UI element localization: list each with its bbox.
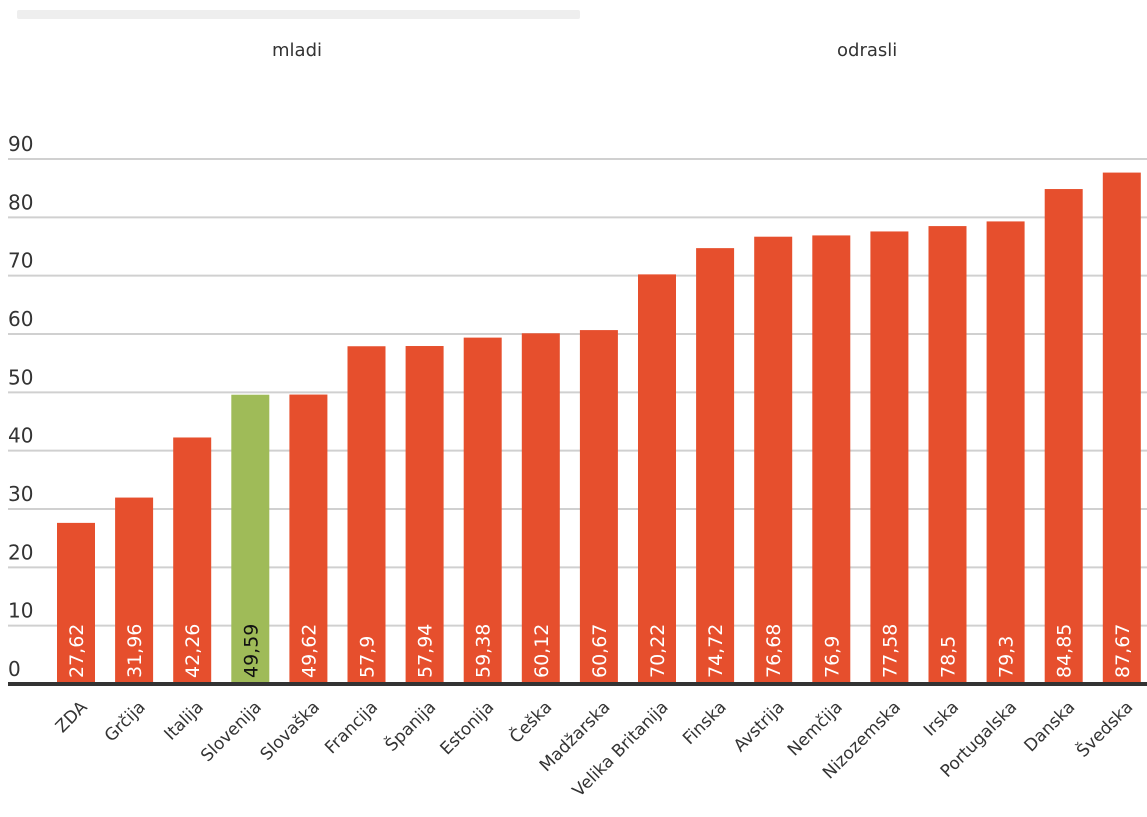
x-category-label: Češka [505, 696, 557, 748]
bar-item [521, 333, 560, 684]
bar-value-label: 27,62 [66, 624, 88, 678]
bar-value-label: 76,68 [763, 624, 785, 678]
bar-item [638, 274, 676, 684]
y-tick-label: 80 [8, 190, 33, 214]
bar-item [812, 235, 851, 684]
bar-value-label: 57,9 [357, 636, 379, 678]
bar-item [1044, 189, 1083, 684]
bar-item [928, 226, 967, 685]
x-category-label: Estonija [436, 697, 498, 759]
bar-item [463, 337, 502, 684]
y-tick-label: 70 [8, 249, 33, 273]
y-tick-label: 20 [8, 540, 33, 564]
tab-mladi[interactable]: mladi [272, 40, 322, 61]
bar-item [870, 231, 909, 684]
bar-value-label: 76,9 [821, 636, 843, 678]
bar-value-label: 59,38 [473, 624, 495, 678]
bar-item [754, 236, 793, 684]
x-category-label: Slovenija [197, 697, 266, 766]
bar-item [579, 330, 618, 684]
y-tick-label: 0 [8, 657, 21, 681]
bar-value-label: 78,5 [938, 636, 960, 678]
bar-item [289, 394, 328, 684]
x-category-label: Italija [161, 697, 208, 744]
bar-value-label: 60,12 [531, 624, 553, 678]
x-category-label: Grčija [101, 697, 150, 746]
x-category-label: Avstrija [730, 697, 789, 756]
y-tick-label: 30 [8, 482, 33, 506]
bar-item [986, 221, 1025, 684]
bar-value-label: 87,67 [1112, 624, 1134, 678]
bar-item [696, 248, 735, 684]
bar-item [115, 497, 154, 684]
bar-value-label: 49,62 [298, 624, 320, 678]
bar-value-label: 79,3 [996, 636, 1018, 678]
bar-value-label: 57,94 [415, 624, 437, 678]
toggle-bar [17, 10, 580, 19]
y-tick-label: 10 [8, 599, 33, 623]
x-category-label: Slovaška [257, 697, 324, 764]
bar-value-label: 49,59 [240, 624, 262, 678]
bar-value-label: 74,72 [705, 624, 727, 678]
tab-odrasli[interactable]: odrasli [837, 40, 898, 61]
x-category-label: ZDA [52, 697, 92, 737]
bar-value-label: 42,26 [182, 624, 204, 678]
bar-item [57, 522, 95, 684]
x-category-label: Irska [920, 697, 963, 740]
x-category-label: Španija [380, 696, 440, 756]
y-tick-label: 50 [8, 365, 33, 389]
y-tick-label: 60 [8, 307, 33, 331]
bar-item [173, 437, 212, 684]
bar-item [347, 346, 386, 684]
bar-highlight [231, 394, 270, 684]
bar-item [405, 346, 444, 684]
bar-value-label: 70,22 [647, 624, 669, 678]
bar-item [1102, 172, 1141, 684]
bar-value-label: 84,85 [1054, 624, 1076, 678]
bar-value-label: 60,67 [589, 624, 611, 678]
x-category-label: Francija [321, 697, 382, 758]
x-category-label: Finska [679, 697, 731, 749]
y-tick-label: 40 [8, 424, 33, 448]
x-category-label: Švedska [1072, 696, 1138, 762]
bar-value-label: 77,58 [879, 624, 901, 678]
y-tick-label: 90 [8, 132, 33, 156]
bar-value-label: 31,96 [124, 624, 146, 678]
x-category-label: Danska [1020, 697, 1079, 756]
